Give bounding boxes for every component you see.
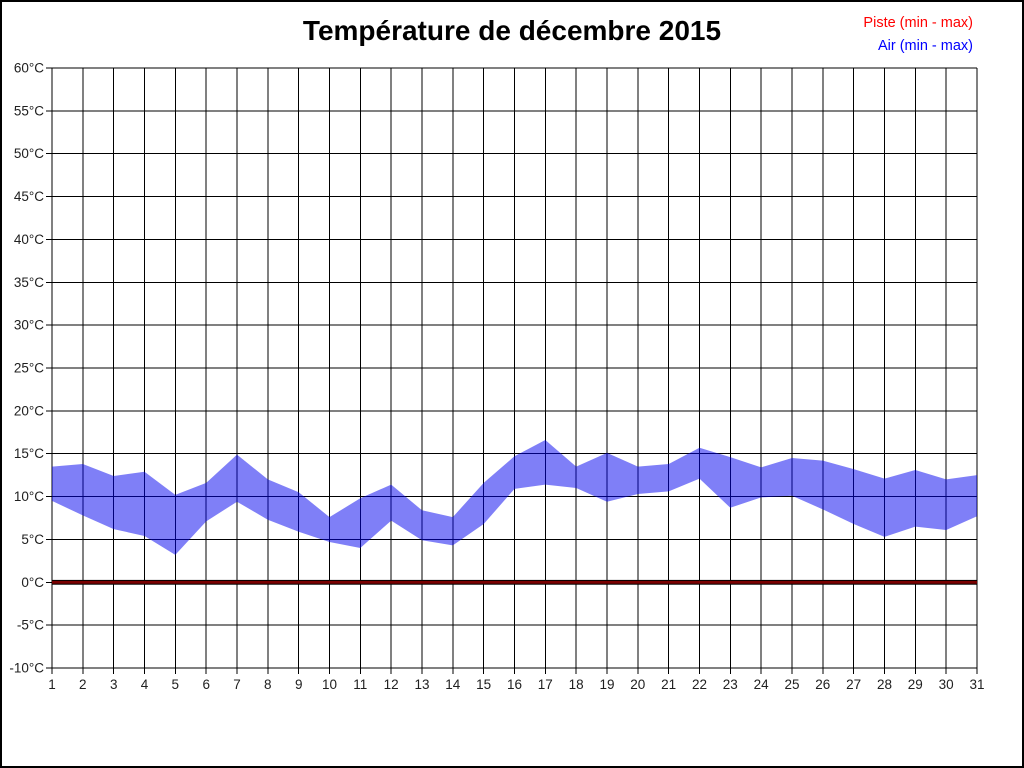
x-axis-label: 19 [599,677,614,692]
y-axis-label: 25°C [14,361,44,376]
x-axis-label: 1 [48,677,56,692]
legend-item-air: Air (min - max) [863,35,973,58]
x-axis-label: 2 [79,677,87,692]
x-axis-label: 6 [202,677,210,692]
y-axis-label: 10°C [14,489,44,504]
y-axis-label: 35°C [14,275,44,290]
y-axis-label: -10°C [9,661,44,676]
x-axis-label: 28 [877,677,892,692]
x-axis-label: 5 [172,677,180,692]
y-axis-label: 0°C [21,575,44,590]
x-axis-label: 17 [538,677,553,692]
legend-air-label: Air (min - max) [877,38,973,54]
air-minmax-band [52,440,977,555]
y-axis-label: 20°C [14,403,44,418]
x-axis-label: 23 [723,677,738,692]
x-axis-label: 4 [141,677,149,692]
y-axis-label: 45°C [14,189,44,204]
x-axis-label: 12 [384,677,399,692]
axis-labels: 60°C55°C50°C45°C40°C35°C30°C25°C20°C15°C… [9,61,984,693]
legend: Piste (min - max) Air (min - max) [863,12,973,58]
y-axis-label: -5°C [17,618,44,633]
y-axis-label: 30°C [14,318,44,333]
y-axis-label: 40°C [14,232,44,247]
x-axis-label: 26 [815,677,830,692]
x-axis-label: 13 [414,677,429,692]
x-axis-label: 9 [295,677,303,692]
y-axis-label: 15°C [14,446,44,461]
x-axis-label: 22 [692,677,707,692]
y-axis-label: 60°C [14,61,44,76]
x-axis-label: 16 [507,677,522,692]
x-axis-label: 24 [754,677,770,692]
legend-item-piste: Piste (min - max) [863,12,973,35]
x-axis-label: 14 [445,677,461,692]
y-axis-label: 55°C [14,103,44,118]
x-axis-label: 8 [264,677,272,692]
x-axis-label: 3 [110,677,118,692]
x-axis-label: 10 [322,677,337,692]
x-axis-label: 20 [630,677,645,692]
x-axis-label: 29 [908,677,923,692]
x-axis-label: 15 [476,677,491,692]
x-axis-label: 11 [353,677,367,692]
x-axis-label: 7 [233,677,241,692]
x-axis-label: 18 [569,677,584,692]
x-axis-label: 31 [969,677,984,692]
grid [46,67,978,674]
chart-title: Température de décembre 2015 [302,15,722,46]
x-axis-label: 30 [939,677,954,692]
x-axis-label: 25 [784,677,799,692]
y-axis-label: 50°C [14,146,44,161]
x-axis-label: 21 [661,677,676,692]
piste-minmax-line [52,580,977,584]
legend-piste-label: Piste (min - max) [863,15,973,31]
x-axis-label: 27 [846,677,861,692]
y-axis-label: 5°C [21,532,44,547]
